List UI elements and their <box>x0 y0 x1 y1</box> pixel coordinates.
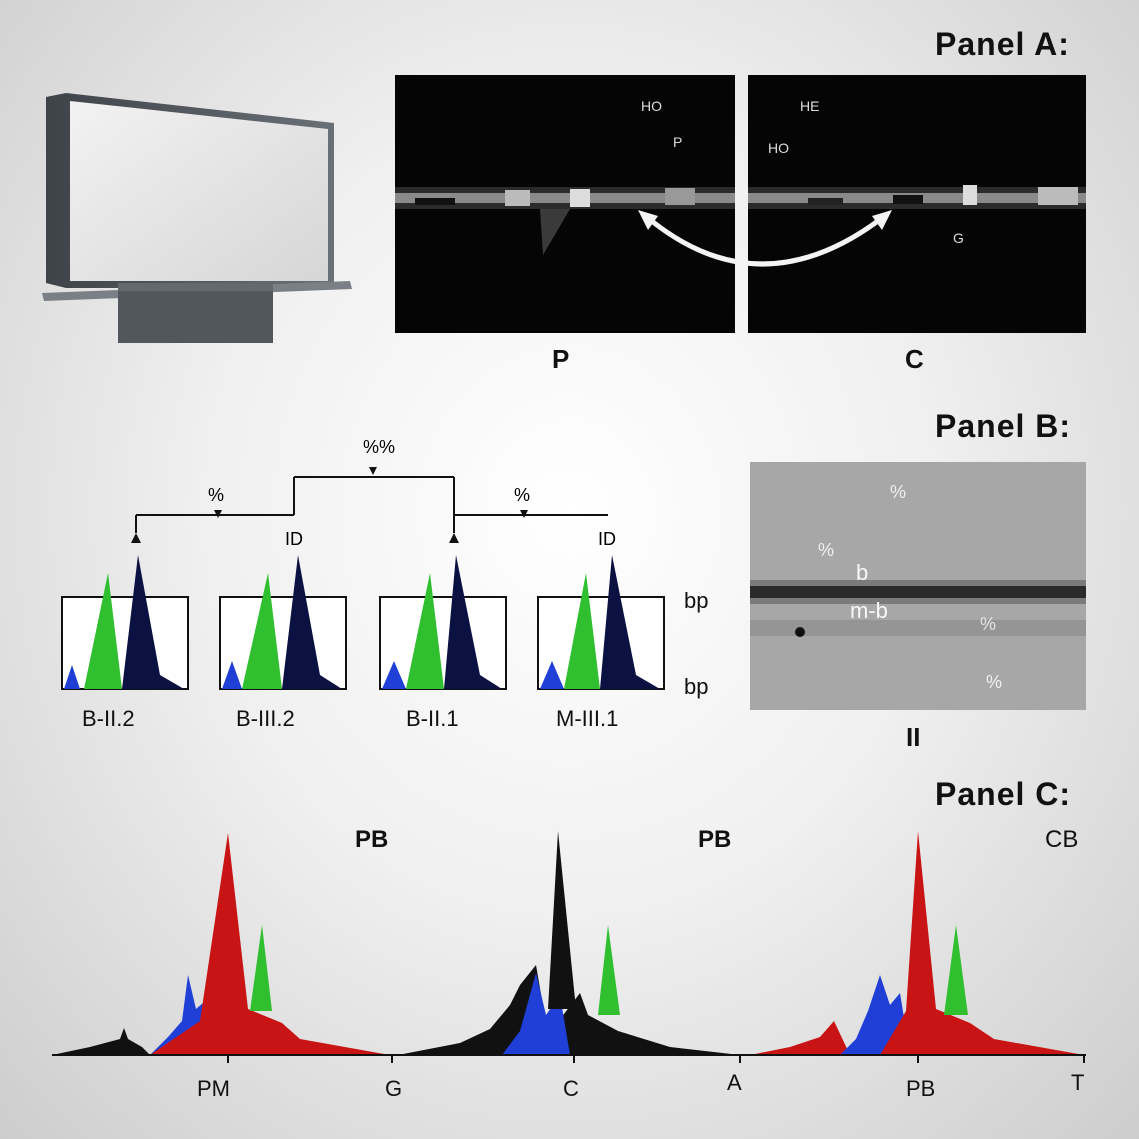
gel-image: % % b m-b % % <box>750 462 1086 710</box>
axis-label-5: PB <box>906 1076 936 1101</box>
chromatogram-2 <box>398 831 740 1055</box>
tree-left-label: % <box>208 485 224 505</box>
left-image-label-1: HO <box>641 98 662 114</box>
monitor-illustration <box>42 93 352 343</box>
axis-label-3: C <box>563 1076 579 1101</box>
gel-label-1: % <box>890 482 906 502</box>
panel-c-title: Panel C: <box>935 776 1072 812</box>
double-arrow <box>638 210 892 267</box>
large-chromatograms <box>52 831 1086 1063</box>
left-image-label-2: P <box>673 134 682 150</box>
chromatogram-1 <box>52 833 390 1055</box>
bp-label-1: bp <box>684 588 709 613</box>
gel-label-5: % <box>980 614 996 634</box>
sample-label-4: M-III.1 <box>556 706 619 731</box>
header-label-1: PB <box>355 826 389 853</box>
axis-label-6: T <box>1071 1070 1085 1095</box>
right-image-label-2: HO <box>768 140 789 156</box>
gel-label-6: % <box>986 672 1002 692</box>
right-image-label-3: G <box>953 230 964 246</box>
panel-b-title: Panel B: <box>935 408 1072 444</box>
tree-leaf-mark-2: ID <box>598 529 616 549</box>
axis-label-4: A <box>727 1070 742 1095</box>
micrograph-right: HE HO G <box>748 75 1086 333</box>
left-image-caption: P <box>552 344 570 374</box>
gel-caption: II <box>906 722 921 752</box>
tree-root-label: %% <box>363 437 395 457</box>
bp-label-2: bp <box>684 674 709 699</box>
axis-label-1: PM <box>197 1076 230 1101</box>
sample-label-3: B-II.1 <box>406 706 459 731</box>
gel-label-3: b <box>856 560 868 585</box>
sample-label-1: B-II.2 <box>82 706 135 731</box>
sample-label-2: B-III.2 <box>236 706 295 731</box>
tree-right-label: % <box>514 485 530 505</box>
right-image-label-1: HE <box>800 98 819 114</box>
right-image-caption: C <box>905 344 924 374</box>
mini-chart-4 <box>537 555 665 690</box>
mini-chromatograms <box>61 555 665 690</box>
mini-chart-1 <box>61 555 189 690</box>
mini-chart-2 <box>219 555 347 690</box>
chromatogram-3 <box>750 831 1084 1055</box>
gel-label-4: m-b <box>850 598 888 623</box>
tree-leaf-mark-1: ID <box>285 529 303 549</box>
dendrogram: %% % % ID ID <box>131 437 616 549</box>
header-label-3: CB <box>1045 826 1079 853</box>
mini-chart-3 <box>379 555 507 690</box>
axis-label-2: G <box>385 1076 403 1101</box>
gel-label-2: % <box>818 540 834 560</box>
panel-a-title: Panel A: <box>935 26 1070 62</box>
micrograph-left: HO P <box>395 75 735 333</box>
header-label-2: PB <box>698 826 732 853</box>
